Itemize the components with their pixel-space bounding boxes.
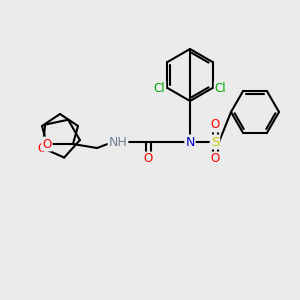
- Text: NH: NH: [109, 136, 128, 148]
- Text: O: O: [42, 137, 52, 151]
- Text: O: O: [37, 142, 46, 154]
- Text: O: O: [210, 118, 220, 131]
- Text: S: S: [211, 136, 219, 148]
- Text: N: N: [185, 136, 195, 148]
- Text: O: O: [210, 152, 220, 166]
- Text: Cl: Cl: [154, 82, 165, 94]
- Text: Cl: Cl: [215, 82, 226, 94]
- Text: O: O: [143, 152, 153, 166]
